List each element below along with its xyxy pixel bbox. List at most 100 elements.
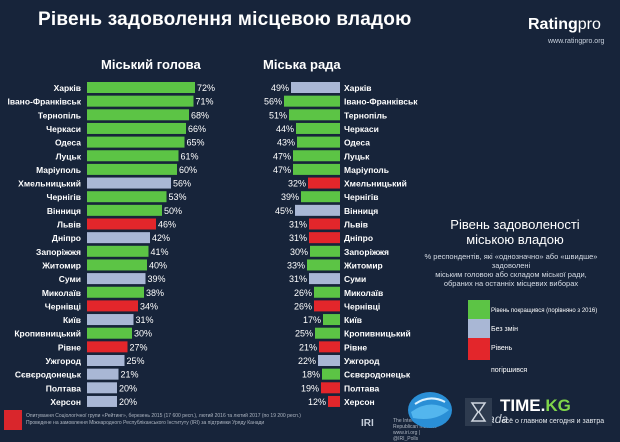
mayor-category-label-11: Дніпро xyxy=(52,233,81,243)
mayor-category-label-9: Вінниця xyxy=(47,206,81,216)
mayor-bar-17 xyxy=(87,314,134,326)
council-bar-7 xyxy=(308,177,340,189)
council-value-label-17: 17% xyxy=(303,315,321,325)
council-category-label-9: Вінниця xyxy=(344,206,378,216)
council-category-label-21: Сєвєродонецьк xyxy=(344,370,411,380)
watermark-tagline: всё о главном сегодня и завтра xyxy=(502,418,605,425)
mayor-category-label-21: Сєвєродонецьк xyxy=(15,370,82,380)
legend-swatch-improved xyxy=(468,300,490,322)
council-bar-20 xyxy=(318,355,340,366)
mayor-category-label-20: Ужгород xyxy=(46,356,82,366)
council-bar-8 xyxy=(301,191,340,203)
council-category-label-4: Одеса xyxy=(344,138,370,148)
council-value-label-4: 43% xyxy=(277,138,295,148)
council-bar-13 xyxy=(307,259,340,271)
mayor-bar-6 xyxy=(87,163,177,175)
council-bar-4 xyxy=(297,136,340,148)
footer-line1: Опитування Соціологічної групи «Рейтинг»… xyxy=(26,413,301,419)
mayor-category-label-15: Миколаїв xyxy=(42,288,81,298)
council-category-label-12: Запоріжжя xyxy=(344,247,389,257)
council-value-label-10: 31% xyxy=(289,220,307,230)
legend-swatch-nochange xyxy=(468,319,490,341)
mayor-value-label-4: 65% xyxy=(187,138,205,148)
council-value-label-1: 56% xyxy=(264,97,282,107)
mayor-category-label-22: Полтава xyxy=(46,383,81,393)
mayor-bar-8 xyxy=(87,191,167,203)
mayor-value-label-7: 56% xyxy=(173,179,191,189)
council-value-label-16: 26% xyxy=(294,301,312,311)
mayor-bar-3 xyxy=(87,122,186,134)
rating-red-badge xyxy=(4,410,22,430)
council-value-label-19: 21% xyxy=(299,342,317,352)
council-value-label-0: 49% xyxy=(271,83,289,93)
council-bar-1 xyxy=(284,95,340,107)
council-category-label-0: Харків xyxy=(344,83,371,93)
council-bar-6 xyxy=(293,163,340,175)
mayor-value-label-12: 41% xyxy=(151,247,169,257)
mayor-category-label-18: Кропивницький xyxy=(14,329,81,339)
mayor-value-label-19: 27% xyxy=(130,342,148,352)
hourglass-icon xyxy=(465,398,492,426)
council-bar-10 xyxy=(309,218,340,230)
mayor-category-label-13: Житомир xyxy=(41,260,81,270)
watermark-brand: TIME.KG xyxy=(500,396,571,416)
council-value-label-23: 12% xyxy=(308,397,326,407)
mayor-bar-0 xyxy=(87,82,195,93)
iri-logo: IRI xyxy=(361,418,374,429)
legend-title-line2: міською владою xyxy=(466,232,564,247)
council-bar-14 xyxy=(309,273,340,285)
council-value-label-11: 31% xyxy=(289,233,307,243)
legend-swatch-worse xyxy=(468,338,490,360)
council-category-label-1: Івано-Франківськ xyxy=(344,97,418,107)
mayor-category-label-3: Черкаси xyxy=(46,124,81,134)
mayor-value-label-14: 39% xyxy=(148,274,166,284)
council-value-label-21: 18% xyxy=(302,370,320,380)
council-bar-15 xyxy=(314,286,340,298)
mayor-category-label-10: Львів xyxy=(57,220,81,230)
council-category-label-23: Херсон xyxy=(344,397,375,407)
mayor-value-label-6: 60% xyxy=(179,165,197,175)
council-bar-9 xyxy=(295,204,340,216)
mayor-category-label-17: Київ xyxy=(63,315,81,325)
council-bar-22 xyxy=(321,382,340,394)
mayor-value-label-10: 46% xyxy=(158,220,176,230)
council-category-label-17: Київ xyxy=(344,315,362,325)
mayor-category-label-1: Івано-Франківськ xyxy=(7,97,81,107)
mayor-bar-4 xyxy=(87,136,185,148)
mayor-category-label-16: Чернівці xyxy=(45,301,81,311)
mayor-value-label-8: 53% xyxy=(169,192,187,202)
council-value-label-9: 45% xyxy=(275,206,293,216)
mayor-value-label-15: 38% xyxy=(146,288,164,298)
council-bar-19 xyxy=(319,341,340,353)
council-category-label-5: Луцьк xyxy=(344,151,370,161)
mayor-value-label-20: 25% xyxy=(127,356,145,366)
logo-brand: Rating xyxy=(528,16,578,33)
mayor-column-title: Міський голова xyxy=(101,57,201,72)
legend-label-worse: Рівень погіршився xyxy=(491,345,528,374)
mayor-category-label-5: Луцьк xyxy=(56,151,82,161)
mayor-bar-16 xyxy=(87,300,138,312)
mayor-value-label-22: 20% xyxy=(119,383,137,393)
council-category-label-18: Кропивницький xyxy=(344,329,411,339)
legend-label-nochange: Без змін xyxy=(491,326,518,333)
council-category-label-22: Полтава xyxy=(344,383,379,393)
council-bar-5 xyxy=(293,150,340,162)
mayor-bar-12 xyxy=(87,245,149,257)
council-value-label-15: 26% xyxy=(294,288,312,298)
council-value-label-20: 22% xyxy=(298,356,316,366)
council-category-label-2: Тернопіль xyxy=(344,110,387,120)
mayor-category-label-8: Чернігів xyxy=(46,192,81,202)
council-category-label-8: Чернігів xyxy=(344,192,379,202)
council-bar-16 xyxy=(314,300,340,312)
council-bar-21 xyxy=(322,368,340,380)
mayor-bar-19 xyxy=(87,341,128,353)
footer-line2: Проведене на замовлення Міжнародного Рес… xyxy=(26,420,265,426)
footer-text: Опитування Соціологічної групи «Рейтинг»… xyxy=(26,413,386,427)
mayor-category-label-23: Херсон xyxy=(50,397,81,407)
legend-label-improved: Рівень покращився (порівняно з 2016) xyxy=(491,308,598,314)
mayor-value-label-16: 34% xyxy=(140,301,158,311)
mayor-bar-11 xyxy=(87,232,150,244)
mayor-bar-15 xyxy=(87,286,144,298)
council-value-label-2: 51% xyxy=(269,110,287,120)
